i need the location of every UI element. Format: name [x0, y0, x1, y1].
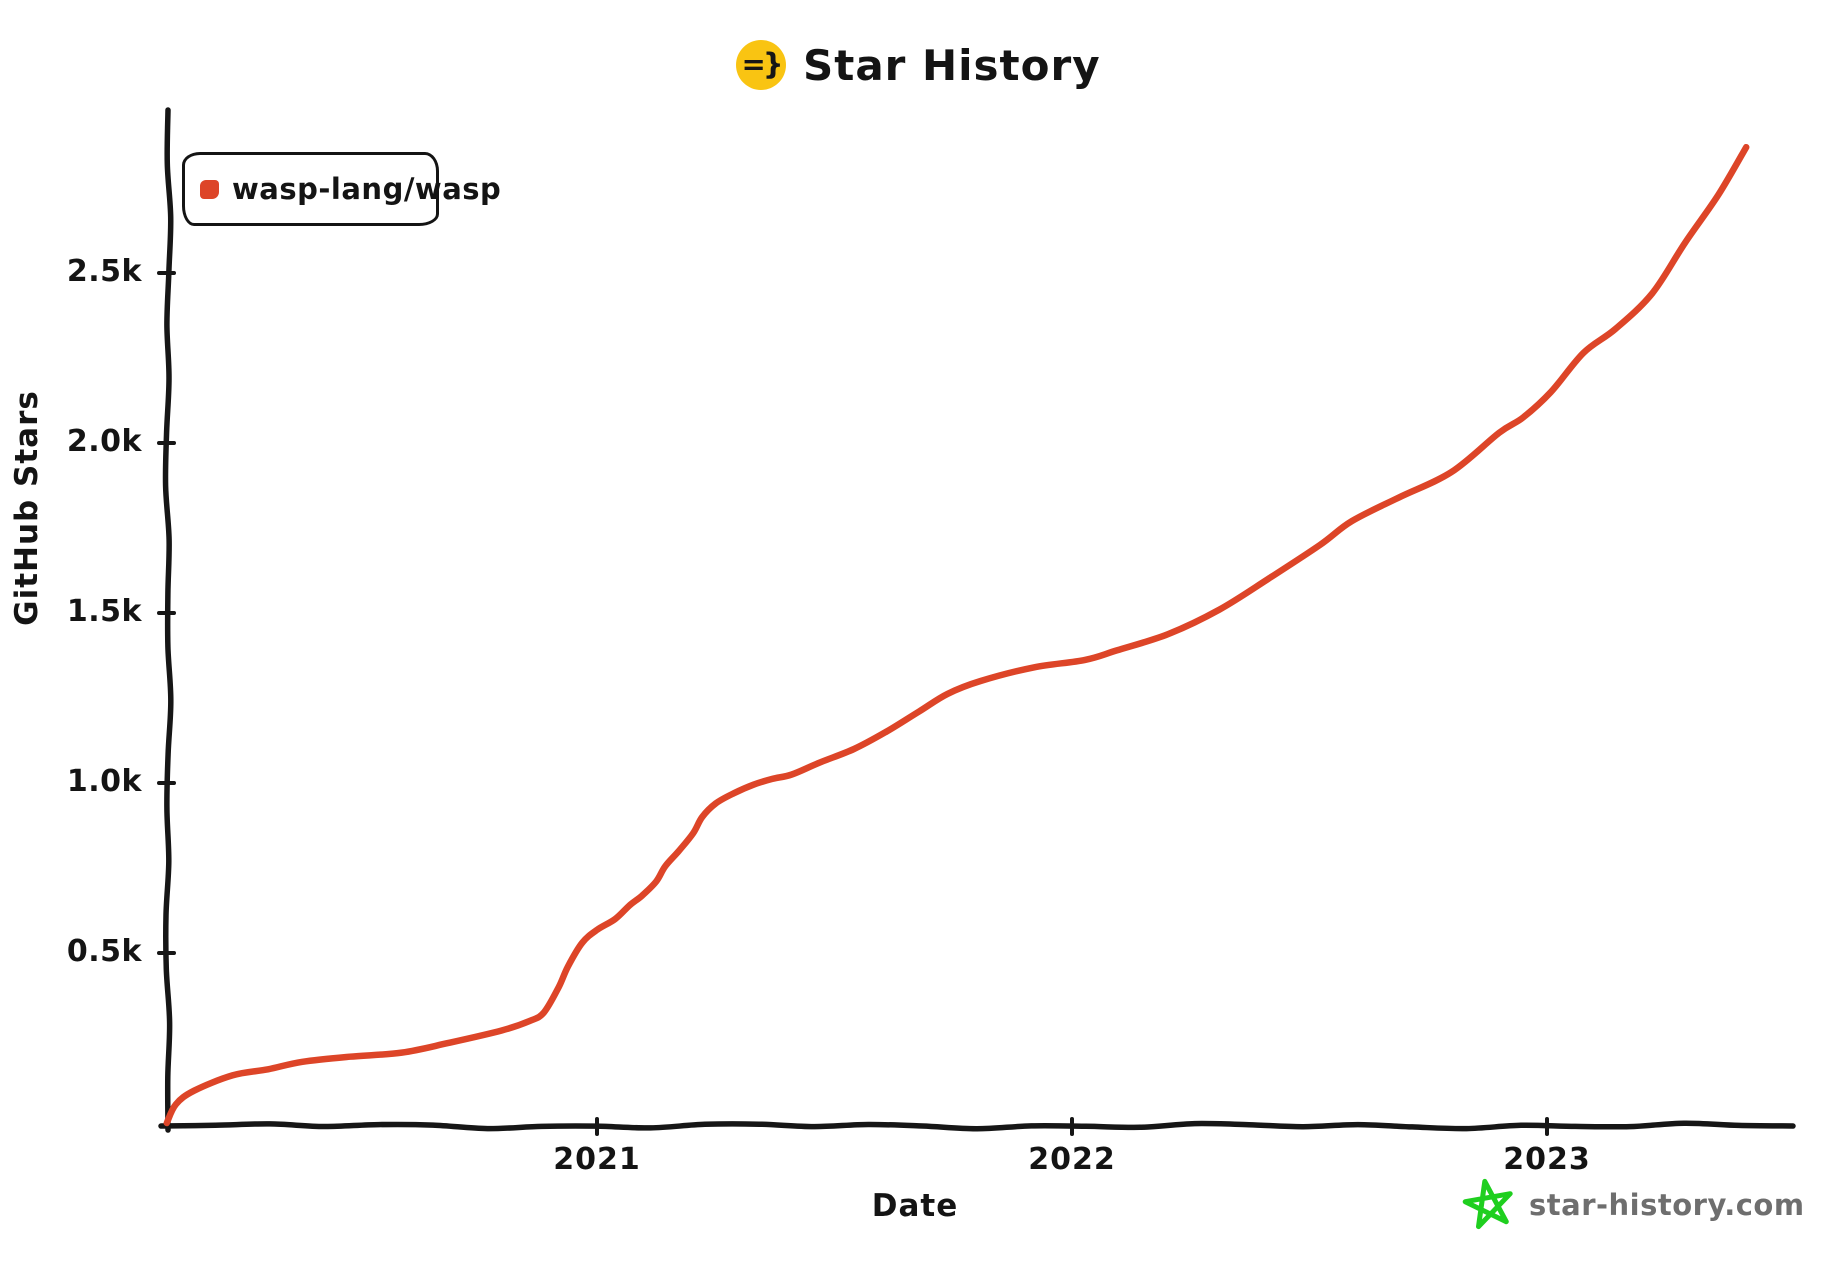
y-tick-label: 1.5k	[66, 593, 142, 629]
chart-title-row: =} Star History	[736, 40, 1101, 90]
wasp-logo-glyph: =}	[741, 47, 784, 81]
axes	[157, 107, 1796, 1136]
y-axis-line	[162, 107, 174, 1133]
x-tick-label: 2021	[553, 1142, 641, 1177]
series-line	[163, 143, 1750, 1127]
watermark-text: star-history.com	[1529, 1188, 1805, 1222]
y-tick-label: 2.5k	[66, 253, 142, 289]
star-history-line	[163, 143, 1750, 1127]
series-color-swatch	[200, 179, 219, 199]
x-axis-line	[158, 1120, 1796, 1132]
watermark: star-history.com	[1462, 1178, 1805, 1232]
x-tick-label: 2023	[1503, 1142, 1591, 1177]
star-history-star-icon	[1462, 1178, 1513, 1230]
x-axis-title: Date	[871, 1188, 959, 1224]
wasp-logo-icon: =}	[736, 40, 786, 90]
page-title: Star History	[803, 40, 1101, 90]
y-tick-label: 0.5k	[66, 933, 142, 969]
y-tick-label: 1.0k	[66, 763, 142, 799]
y-tick-label: 2.0k	[66, 423, 142, 459]
y-axis-title: GitHub Stars	[9, 390, 45, 626]
series-name-label: wasp-lang/wasp	[232, 172, 502, 206]
legend: wasp-lang/wasp	[182, 152, 501, 226]
x-tick-label: 2022	[1028, 1142, 1116, 1177]
